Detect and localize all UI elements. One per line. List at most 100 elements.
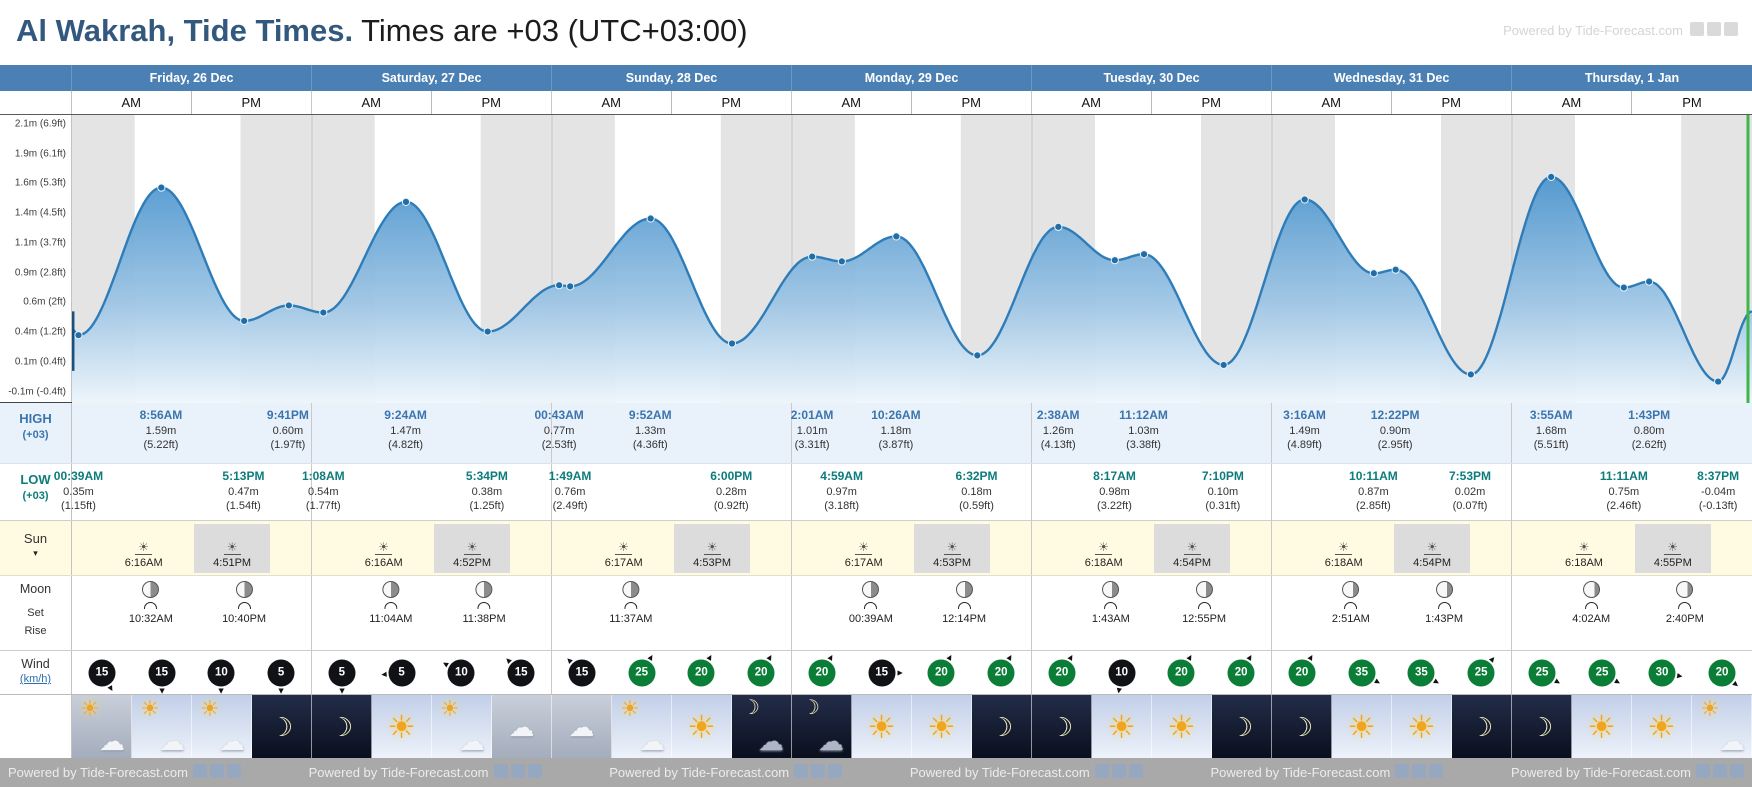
wind-speed-value: 35 xyxy=(1355,666,1369,679)
wind-speed-badge: ▲ 20 xyxy=(808,650,837,686)
low-tide-height-ft: (2.85ft) xyxy=(1355,499,1391,512)
wind-row: Wind (km/h) ▲ 15 ▲ 15 ▲ 10 ▲ 5 ▲ 5 ▲ 5 ▲ 10 ▲ 15 ▲ 15 ▲ 25 ▲… xyxy=(0,650,1752,696)
high-tide-height-ft: (3.87ft) xyxy=(878,438,914,451)
weather-icon-moon: ☽ xyxy=(1452,695,1512,758)
sunrise-time: 6:16AM xyxy=(364,557,403,569)
footer-watermark: Powered by Tide-Forecast.com xyxy=(910,764,1143,781)
low-tide-entry: 5:13PM 0.47m (1.54ft) xyxy=(222,469,264,513)
wind-speed-value: 20 xyxy=(1055,666,1069,679)
day-header-row: Friday, 26 Dec Saturday, 27 Dec Sunday, 28… xyxy=(0,65,1752,91)
sun-row-label-cell: Sun ▾ xyxy=(0,521,72,575)
ampm-col-6: AM PM xyxy=(1512,91,1752,114)
wind-speed-badge: ▲ 35 xyxy=(1407,659,1444,688)
y-axis-label: 1.4m (4.5ft) xyxy=(14,207,66,219)
weather-icon-sun-cloud: ☀ ☁ xyxy=(1692,695,1752,758)
wind-speed-badge: ▲ 20 xyxy=(687,650,717,686)
moon-rise-entry: 1:43PM xyxy=(1425,581,1463,625)
ampm-col-3: AM PM xyxy=(792,91,1032,114)
low-tide-height-m: 0.47m xyxy=(228,485,259,498)
moon-set-time: 00:39AM xyxy=(848,613,893,625)
low-tide-time: 7:10PM xyxy=(1201,469,1244,483)
low-tide-entry: 10:11AM 0.87m (2.85ft) xyxy=(1349,469,1398,513)
moon-set-time: 4:02AM xyxy=(1572,613,1611,625)
high-tide-height-ft: (2.95ft) xyxy=(1377,438,1413,451)
wind-speed-value: 35 xyxy=(1414,666,1428,679)
ampm-corner xyxy=(0,91,72,114)
low-tide-height-m: 0.38m xyxy=(471,485,503,498)
wind-speed-badge: ▲ 20 xyxy=(1227,650,1257,686)
day-header-5: Wednesday, 31 Dec xyxy=(1272,65,1512,91)
watermark-social-icons xyxy=(1392,764,1444,781)
high-tide-height-ft: (2.62ft) xyxy=(1631,438,1667,451)
high-tide-day-6: 3:55AM 1.68m (5.51ft) 1:43PM 0.80m (2.62ft) xyxy=(1512,403,1752,463)
moon-set-entry: 10:32AM xyxy=(129,581,173,625)
wind-speed-badge: ▲ 25 xyxy=(1467,652,1500,686)
y-axis-label: 1.1m (3.7ft) xyxy=(14,237,66,249)
wind-units-link[interactable]: (km/h) xyxy=(19,673,52,685)
day-header-6: Thursday, 1 Jan xyxy=(1584,71,1680,85)
social-icon xyxy=(794,764,809,778)
am-label: AM xyxy=(312,91,432,114)
high-label-tz: (+03) xyxy=(22,428,49,441)
sunrise-icon: ☀ xyxy=(375,541,393,555)
wind-speed-value: 5 xyxy=(398,666,405,679)
wind-speed-badge: ▲ 10 xyxy=(1108,659,1136,696)
watermark-text: Powered by Tide-Forecast.com xyxy=(609,765,790,780)
low-tide-height-ft: (0.07ft) xyxy=(1452,499,1488,512)
high-tide-entry: 00:43AM 0.77m (2.53ft) xyxy=(534,408,583,452)
low-tide-height-ft: (0.59ft) xyxy=(959,499,994,512)
wind-speed-value: 20 xyxy=(815,666,829,679)
tide-chart xyxy=(72,115,1752,403)
wind-speed-badge: ▲ 20 xyxy=(1708,659,1743,691)
wind-speed-value: 20 xyxy=(1295,666,1309,679)
low-tide-height-m: 0.18m xyxy=(961,485,992,498)
wind-speed-badge: ▲ 20 xyxy=(1288,650,1317,686)
y-axis-label: 0.4m (1.2ft) xyxy=(14,326,66,338)
ampm-col-1: AM PM xyxy=(312,91,552,114)
moonset-icon xyxy=(624,602,638,609)
wind-speed-value: 15 xyxy=(155,666,169,679)
sunset-cell: ☀ 4:53PM xyxy=(674,524,751,573)
high-tide-entry: 12:22PM 0.90m (2.95ft) xyxy=(1371,408,1420,452)
moon-rise-time: 11:38PM xyxy=(462,613,506,625)
high-tide-day-1: 9:24AM 1.47m (4.82ft) xyxy=(312,403,552,463)
wind-speed-badge: ▲ 5 xyxy=(267,659,295,696)
moon-phase-icon xyxy=(1102,581,1120,598)
low-tide-height-m: 0.35m xyxy=(63,485,94,498)
sunrise-time: 6:18AM xyxy=(1324,557,1363,569)
moon-set-time: 11:04AM xyxy=(369,613,413,625)
low-tide-day-2: 1:49AM 0.76m (2.49ft) 6:00PM 0.28m (0.92ft) xyxy=(549,464,792,520)
low-tide-height-m: 0.97m xyxy=(826,485,857,498)
wind-speed-badge: ▲ 10 xyxy=(207,659,235,696)
weather-icon-sun: ☀ xyxy=(1572,695,1632,758)
moonrise-icon xyxy=(237,602,251,609)
sun-row: Sun ▾ ☀ 6:16AM ☀ 4:51PM ☀ 6:16AM ☀ 4:52PM ☀ 6:17A… xyxy=(0,521,1752,576)
ampm-col-2: AM PM xyxy=(552,91,792,114)
y-axis-label: 0.6m (2ft) xyxy=(23,296,66,308)
low-tide-cells: 00:39AM 0.35m (1.15ft) 5:13PM 0.47m (1.54ft) 1… xyxy=(54,464,1752,520)
sunset-cell: ☀ 4:53PM xyxy=(914,524,991,573)
low-tide-height-ft: (-0.13ft) xyxy=(1698,499,1738,512)
sun-row-toggle[interactable]: ▾ xyxy=(33,548,38,558)
sunrise-cell: ☀ 6:16AM xyxy=(346,524,422,573)
wind-speed-value: 25 xyxy=(635,666,649,679)
high-tide-entry: 2:01AM 1.01m (3.31ft) xyxy=(791,408,834,452)
low-tide-height-ft: (2.49ft) xyxy=(552,499,588,512)
wind-speed-badge: ▲ 15 xyxy=(562,653,596,686)
tide-curve-svg xyxy=(72,115,1752,403)
wind-day-3: ▲ 20 ▲ 15 ▲ 20 ▲ 20 xyxy=(792,650,1032,694)
weather-icon-moon: ☽ xyxy=(1032,695,1092,758)
wind-speed-value: 10 xyxy=(454,666,468,679)
moon-day-3: 00:39AM 12:14PM xyxy=(792,576,1032,650)
wind-speed-value: 10 xyxy=(1115,666,1129,679)
low-tide-height-m: 0.10m xyxy=(1207,485,1239,498)
low-tide-time: 1:08AM xyxy=(301,469,345,483)
moonrise-icon xyxy=(957,602,971,609)
moon-day-6: 4:02AM 2:40PM xyxy=(1512,576,1752,650)
high-tide-entry: 9:41PM 0.60m (1.97ft) xyxy=(267,408,309,452)
moon-set-entry: 00:39AM xyxy=(849,581,893,625)
low-tide-height-m: 0.98m xyxy=(1099,485,1130,498)
high-tide-time: 12:22PM xyxy=(1370,408,1420,422)
wind-speed-badge: ▲ 30 xyxy=(1648,659,1686,686)
